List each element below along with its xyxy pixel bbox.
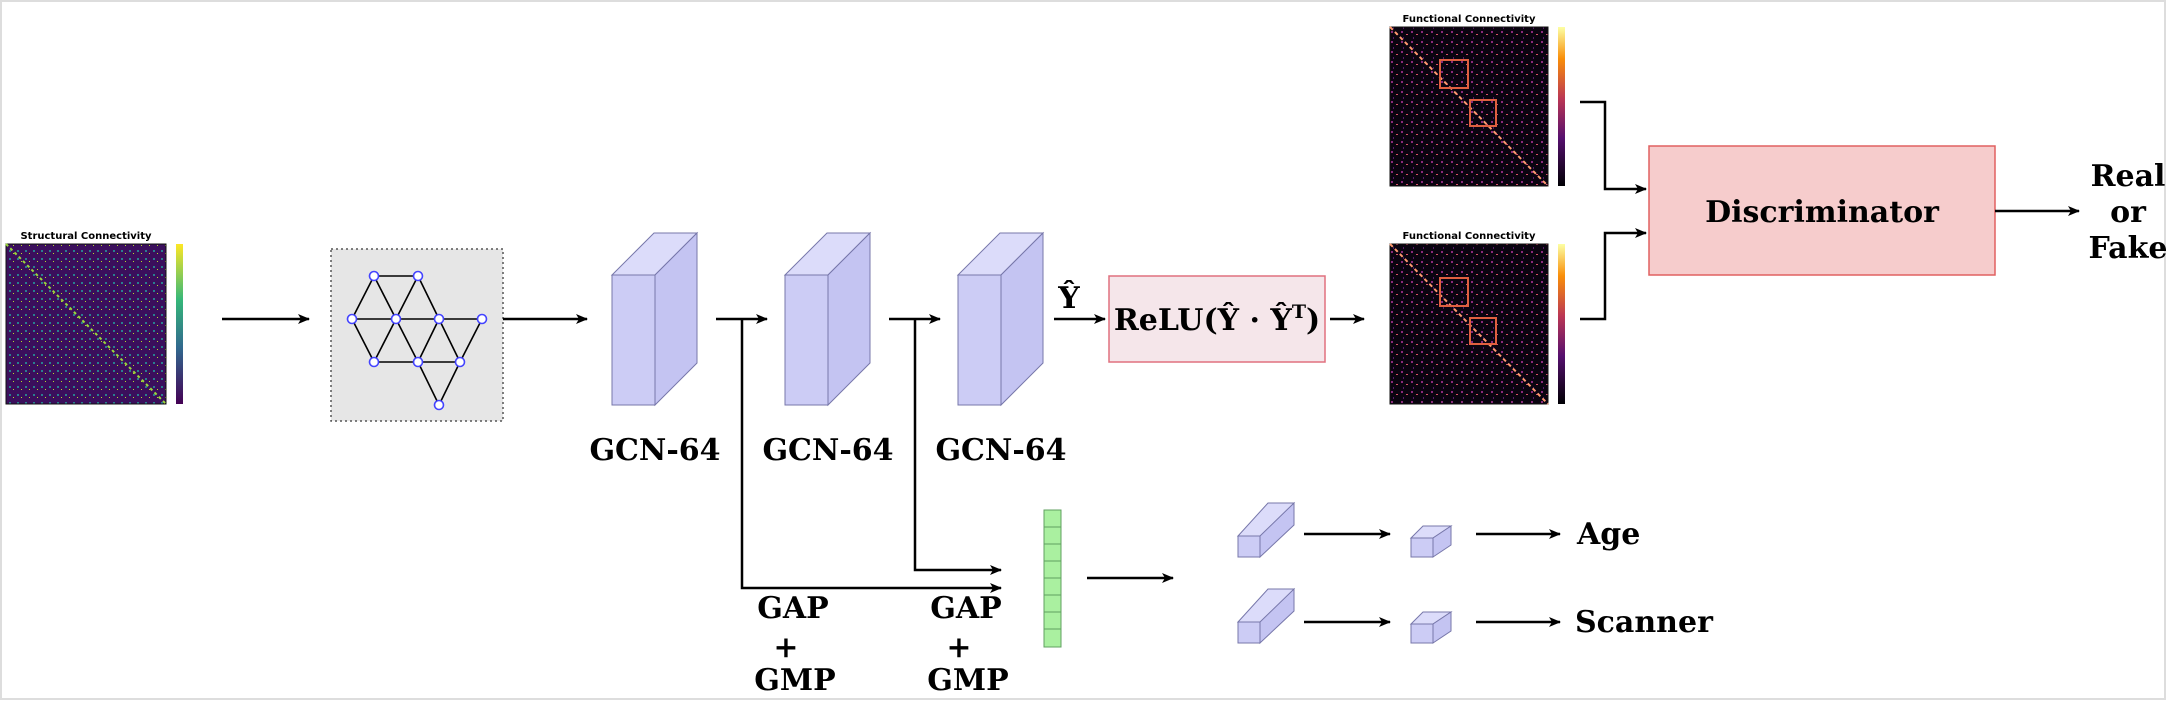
- structural-connectivity-title: Structural Connectivity: [20, 231, 152, 242]
- pool-label-1-line2: +: [773, 630, 798, 665]
- graph-panel: [330, 248, 504, 422]
- output-label-line3: Fake: [2089, 231, 2166, 266]
- structural-colorbar: [176, 244, 183, 404]
- head-label-age: Age: [1576, 517, 1640, 552]
- graph-node: [433, 313, 445, 325]
- gcn-block-2: [783, 231, 872, 407]
- output-label-line1: Real: [2091, 159, 2166, 194]
- feature-vector: [1043, 509, 1062, 648]
- graph-node: [368, 356, 380, 368]
- gcn-label-3: GCN-64: [935, 433, 1066, 468]
- gcn-block-1: [610, 231, 699, 407]
- pool-label-1-line1: GAP: [757, 591, 828, 626]
- head-label-scanner: Scanner: [1575, 605, 1714, 640]
- arrow-gcn2-to-vector: [913, 319, 1002, 575]
- structural-connectivity-panel: Structural Connectivity: [5, 231, 183, 405]
- pool-label-2-line1: GAP: [930, 591, 1001, 626]
- graph-node: [433, 399, 445, 411]
- functional-colorbar-bottom: [1558, 244, 1565, 404]
- functional-connectivity-title-bottom: Functional Connectivity: [1403, 231, 1536, 242]
- graph-node: [390, 313, 402, 325]
- age-head-block-large: [1236, 501, 1296, 559]
- age-head-block-small: [1409, 525, 1453, 558]
- graph-node: [412, 270, 424, 282]
- arrow-gcn1-to-vector: [740, 319, 1002, 593]
- discriminator-label: Discriminator: [1705, 195, 1940, 230]
- output-label-line2: or: [2110, 195, 2147, 230]
- yhat-label: Ŷ: [1057, 280, 1080, 316]
- functional-block-bottom-2: [1469, 317, 1497, 345]
- pool-label-1-line3: GMP: [754, 663, 835, 698]
- gcn-label-2: GCN-64: [762, 433, 893, 468]
- output-label: Real or Fake: [2089, 159, 2166, 266]
- graph-node: [346, 313, 358, 325]
- relu-main-text: ReLU(Ŷ · Ŷ: [1114, 302, 1293, 338]
- relu-close-paren: ): [1306, 303, 1320, 338]
- graph-nodes: [346, 270, 488, 411]
- graph-node: [412, 356, 424, 368]
- functional-connectivity-title-top: Functional Connectivity: [1403, 14, 1536, 25]
- gcn-label-1: GCN-64: [589, 433, 720, 468]
- graph-node: [476, 313, 488, 325]
- flow-arrows: [222, 100, 2080, 627]
- discriminator-box: [1648, 145, 1996, 276]
- gcn-block-3: [956, 231, 1045, 407]
- graph-node: [454, 356, 466, 368]
- scanner-head-block-small: [1409, 611, 1453, 644]
- relu-label: ReLU(Ŷ · ŶT): [1114, 301, 1320, 338]
- relu-box: [1108, 275, 1326, 363]
- functional-block-top-1: [1439, 59, 1469, 89]
- pool-label-2-line3: GMP: [927, 663, 1008, 698]
- arrow-fc-top-to-discriminator: [1580, 100, 1647, 194]
- pool-label-2: GAP + GMP: [927, 591, 1008, 698]
- relu-superscript: T: [1292, 301, 1306, 323]
- scanner-head-block-large: [1236, 587, 1296, 645]
- graph-node: [368, 270, 380, 282]
- arrow-fc-bottom-to-discriminator: [1580, 228, 1647, 321]
- functional-block-bottom-1: [1439, 277, 1469, 307]
- functional-colorbar-top: [1558, 27, 1565, 186]
- functional-block-top-2: [1469, 99, 1497, 127]
- pool-label-2-line2: +: [946, 630, 971, 665]
- functional-connectivity-bottom-panel: Functional Connectivity: [1389, 231, 1565, 405]
- pool-label-1: GAP + GMP: [754, 591, 835, 698]
- functional-connectivity-top-panel: Functional Connectivity: [1389, 14, 1565, 187]
- graph-edges: [351, 275, 483, 406]
- structural-matrix-diagonal: [5, 243, 167, 405]
